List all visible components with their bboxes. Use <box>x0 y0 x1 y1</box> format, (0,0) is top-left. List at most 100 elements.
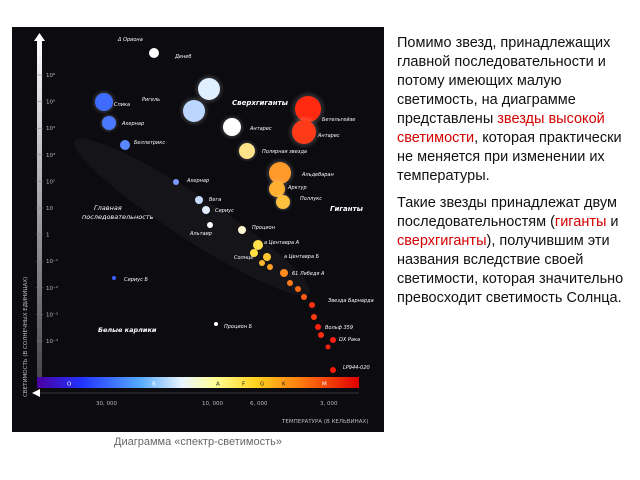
star-label: Бетельгейзе <box>322 117 355 123</box>
y-tick-label: 10⁴ <box>46 125 56 132</box>
star-dot <box>202 206 210 214</box>
star-label: Арктур <box>287 185 307 191</box>
p1-highlight: звезды высокой светимости <box>397 111 605 146</box>
star: Альтаир <box>189 222 213 237</box>
p2-giants: гиганты <box>554 214 607 230</box>
luminosity-arrow <box>34 33 45 41</box>
paragraph-1: Помимо звезд, принадлежащих главной посл… <box>397 34 637 186</box>
star-label: Ригель <box>142 97 160 103</box>
star-dot <box>95 93 113 111</box>
star: Процион <box>238 225 276 234</box>
text-panel: Помимо звезд, принадлежащих главной посл… <box>397 34 637 316</box>
star-dot <box>330 337 336 343</box>
x-tick-label: 10, 000 <box>202 401 223 407</box>
star-label: DX Рака <box>339 337 360 343</box>
star-label: Антарес <box>249 126 272 132</box>
star-dot <box>280 269 288 277</box>
star-label: Ахернар <box>186 178 209 184</box>
paragraph-2: Такие звезды принадлежат двум последоват… <box>397 194 637 308</box>
y-tick-label: 1 <box>46 233 50 239</box>
star-label: Ахернар <box>121 121 144 127</box>
main-sequence-dot <box>311 314 317 320</box>
star-label: Альдебаран <box>301 172 334 178</box>
star: а Центавра А <box>253 240 300 250</box>
star-dot <box>263 253 271 261</box>
star-label: Солнце <box>234 255 254 261</box>
star-dot <box>173 179 179 185</box>
star: Вольф 359 <box>315 324 353 331</box>
star-dot <box>195 196 203 204</box>
star-label: а Центавра Б <box>284 254 320 260</box>
y-tick-label: 10⁻¹ <box>46 258 58 265</box>
star-label: Вега <box>209 197 221 203</box>
star-label: Спика <box>114 102 130 108</box>
star: Ахернар <box>99 113 144 133</box>
star-dot <box>239 143 255 159</box>
spectral-class-label: O <box>67 382 72 388</box>
y-tick-label: 10⁵ <box>46 99 55 106</box>
star: LP944-020 <box>330 365 370 373</box>
region-main-sequence-2: последовательность <box>82 213 154 221</box>
star-dot <box>276 195 290 209</box>
star-label: LP944-020 <box>343 365 370 371</box>
star-label: 61 Лебедя А <box>292 271 325 277</box>
star-label: Процион Б <box>224 324 253 330</box>
spectral-class-label: G <box>260 382 264 388</box>
region-giants: Гиганты <box>330 205 364 213</box>
star-label: а Центавра А <box>264 240 300 246</box>
region-white-dwarfs: Белые карлики <box>98 326 157 334</box>
region-supergiants: Сверхгиганты <box>232 99 289 107</box>
y-tick-label: 10⁻² <box>46 285 58 292</box>
hr-diagram: СВЕТИМОСТЬ (В СОЛНЕЧНЫХ ЕДИНИЦАХ) 10⁶ 10⁵… <box>12 27 384 432</box>
y-tick-label: 10⁻⁴ <box>46 338 59 345</box>
star: Антарес <box>287 115 340 149</box>
region-main-sequence-1: Главная <box>94 204 122 212</box>
star-dot <box>250 249 258 257</box>
star-label: Сириус Б <box>124 277 148 283</box>
spectral-class-label: A <box>216 382 220 388</box>
spectral-class-label: B <box>152 382 156 388</box>
luminosity-bar <box>37 39 42 382</box>
star: Поллукс <box>273 192 322 212</box>
star-label: Звезда Барнарда <box>328 298 374 304</box>
main-sequence-dot <box>325 344 331 350</box>
star: Сириус Б <box>112 276 148 283</box>
star-dot <box>223 118 241 136</box>
x-axis-label: ТЕМПЕРАТУРА (В КЕЛЬВИНАХ) <box>281 419 368 425</box>
star-dot <box>198 78 220 100</box>
star: Процион Б <box>214 322 253 330</box>
star-label: Денеб <box>174 54 191 60</box>
hr-diagram-svg: СВЕТИМОСТЬ (В СОЛНЕЧНЫХ ЕДИНИЦАХ) 10⁶ 10⁵… <box>23 33 374 425</box>
main-sequence-dot <box>287 280 293 286</box>
star-label: Альтаир <box>189 231 212 237</box>
p2-supergiants: сверхгиганты <box>397 233 487 249</box>
star-label: Процион <box>252 225 276 231</box>
star-dot <box>330 367 336 373</box>
star-dot <box>315 324 321 330</box>
diagram-caption: Диаграмма «спектр-светимость» <box>114 436 282 448</box>
y-tick-label: 10⁻³ <box>46 311 58 318</box>
x-tick-label: 3, 000 <box>320 401 338 407</box>
x-axis-arrow <box>32 389 40 397</box>
star-label: Поллукс <box>300 196 322 202</box>
y-ticks: 10⁶ 10⁵ 10⁴ 10³ 10² 10 1 10⁻¹ 10⁻² 10⁻³ 10⁻⁴ <box>36 72 59 345</box>
x-ticks: 30, 000 10, 000 6, 000 3, 000 <box>96 401 338 407</box>
star: Беллатрикс <box>120 140 165 150</box>
star: Антарес <box>219 114 272 140</box>
star: Ахернар <box>173 178 209 185</box>
x-tick-label: 30, 000 <box>96 401 117 407</box>
spectral-bar <box>37 377 359 388</box>
star: Спика <box>91 89 130 115</box>
star-label: Вольф 359 <box>325 325 353 331</box>
star-label: Сириус <box>215 208 234 214</box>
star: Денеб <box>174 54 225 105</box>
star-dot <box>207 222 213 228</box>
x-tick-label: 6, 000 <box>250 401 268 407</box>
star-dot <box>238 226 246 234</box>
spectral-class-label: K <box>282 382 286 388</box>
star-label: Δ Ориона <box>117 37 143 43</box>
p1-text-2: , которая практически не меняется при из… <box>397 130 622 184</box>
spectral-class-label: F <box>242 382 245 388</box>
star-dot <box>120 140 130 150</box>
